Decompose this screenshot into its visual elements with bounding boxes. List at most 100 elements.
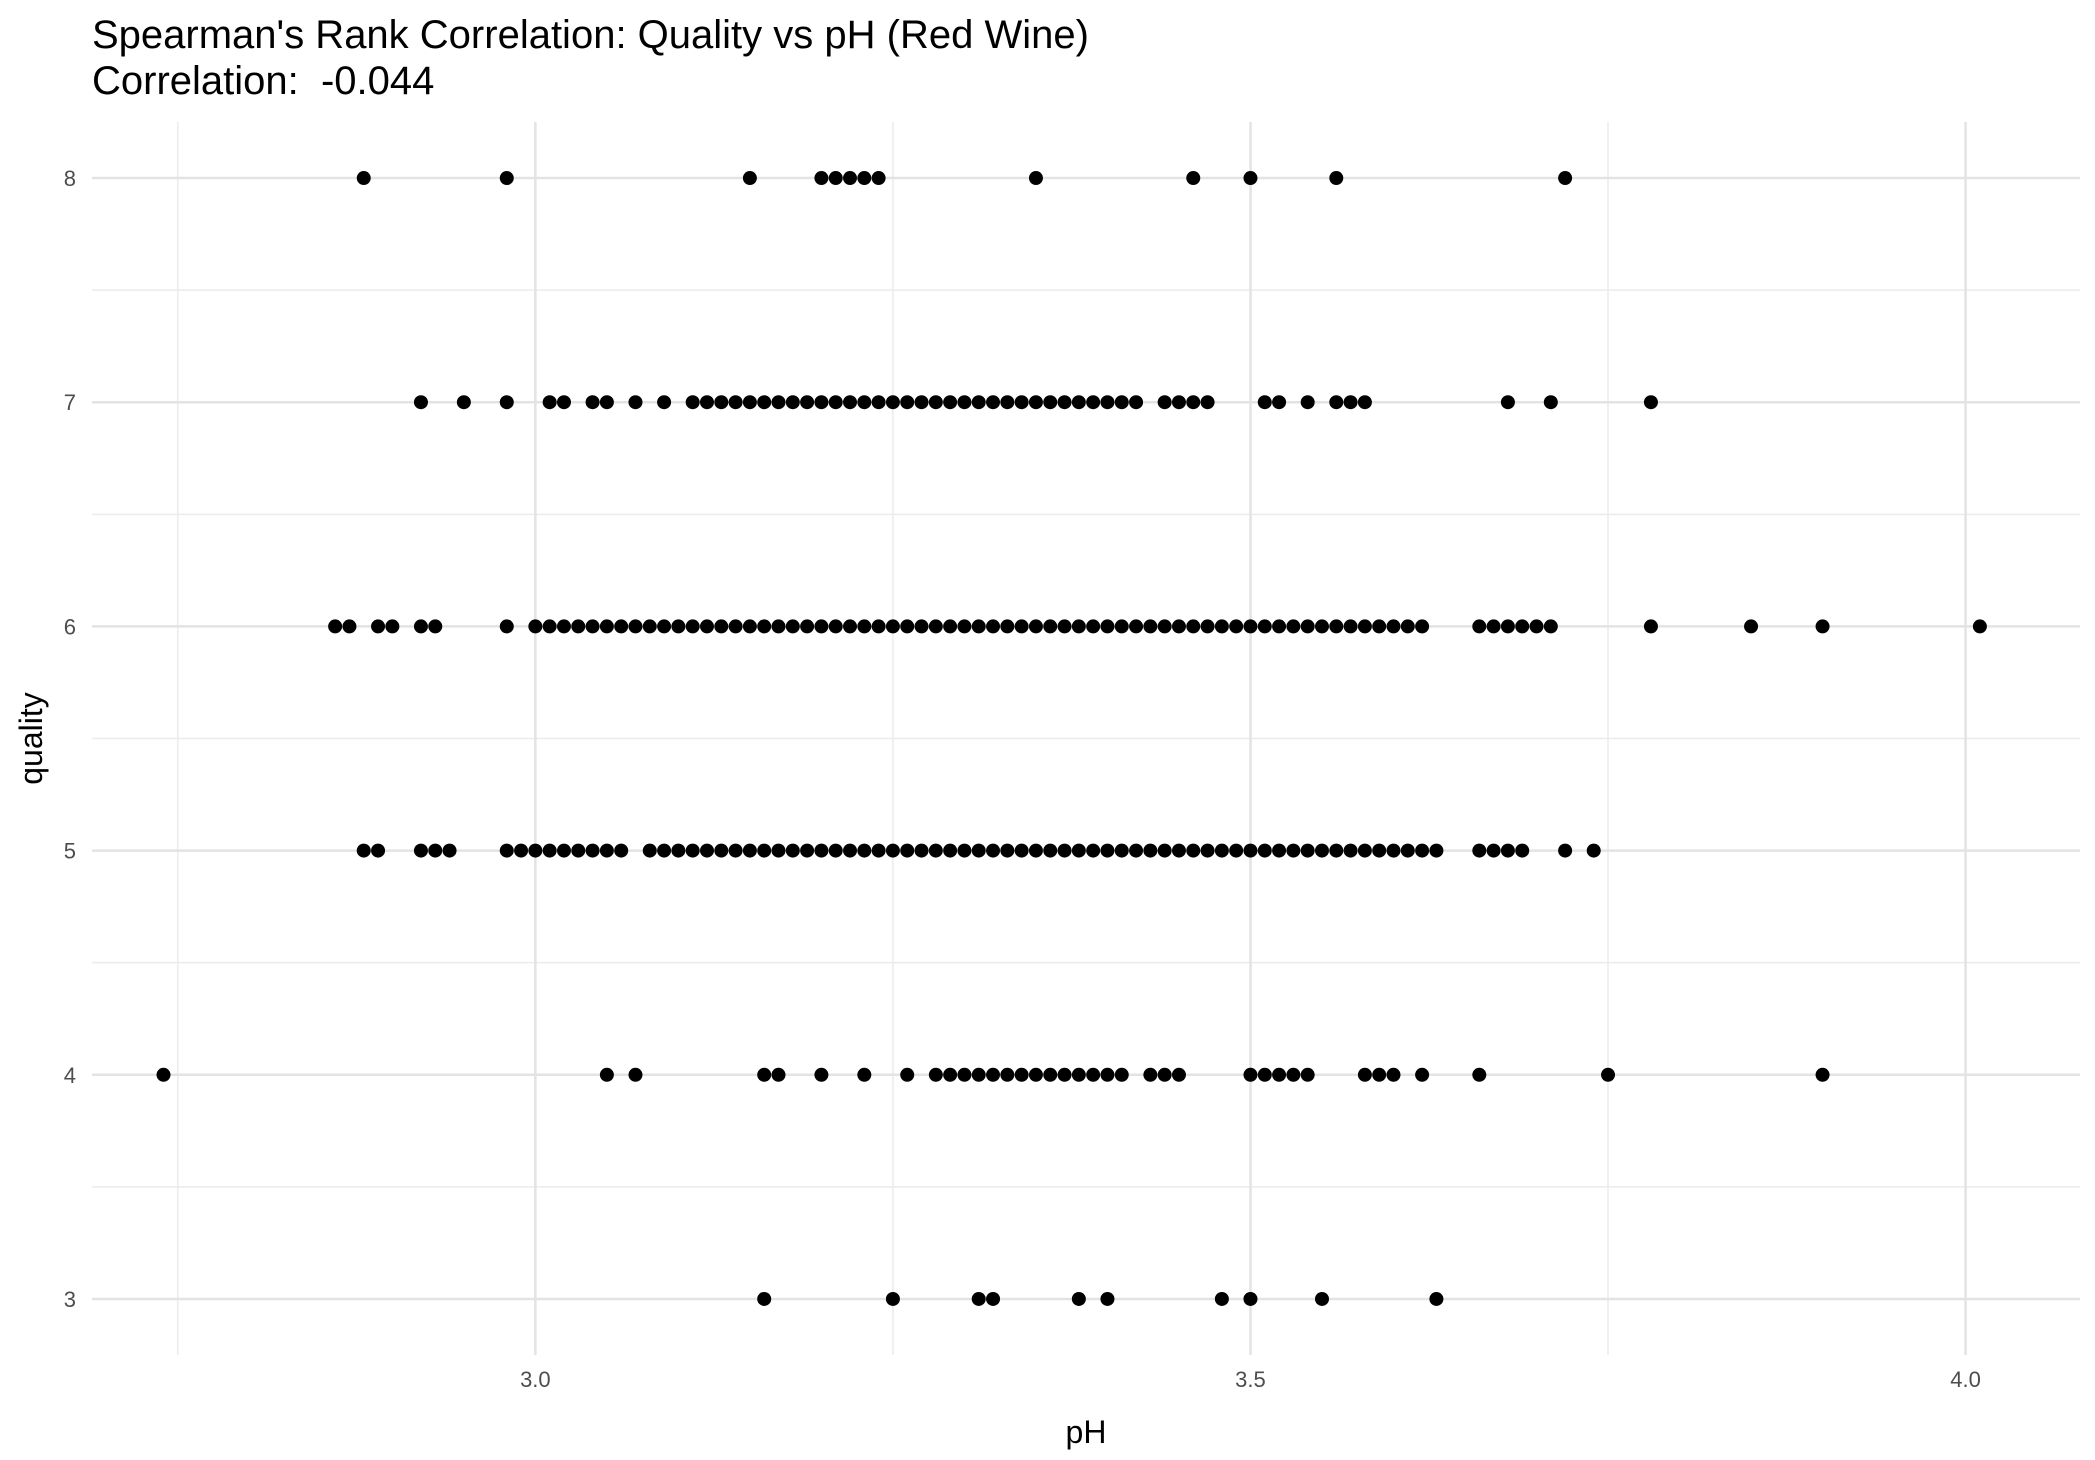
data-point bbox=[499, 395, 514, 410]
data-point bbox=[1057, 619, 1072, 634]
data-point bbox=[1043, 395, 1058, 410]
y-tick-label: 4 bbox=[64, 1063, 76, 1088]
data-point bbox=[628, 1067, 643, 1082]
data-point bbox=[1357, 1067, 1372, 1082]
data-point bbox=[900, 395, 915, 410]
data-point bbox=[943, 1067, 958, 1082]
data-point bbox=[1357, 395, 1372, 410]
data-point bbox=[1543, 619, 1558, 634]
minor-gridlines bbox=[92, 122, 2080, 1355]
data-point bbox=[1157, 619, 1172, 634]
data-point bbox=[1257, 1067, 1272, 1082]
data-point bbox=[900, 619, 915, 634]
data-point bbox=[1257, 843, 1272, 858]
data-point bbox=[1157, 395, 1172, 410]
data-point bbox=[1372, 843, 1387, 858]
data-point bbox=[971, 1067, 986, 1082]
data-point bbox=[499, 171, 514, 186]
data-point bbox=[1314, 843, 1329, 858]
data-point bbox=[900, 843, 915, 858]
data-point bbox=[771, 843, 786, 858]
y-tick-label: 8 bbox=[64, 166, 76, 191]
data-point bbox=[1086, 395, 1101, 410]
data-point bbox=[1229, 619, 1244, 634]
data-point bbox=[599, 1067, 614, 1082]
data-point bbox=[1229, 843, 1244, 858]
data-point bbox=[657, 395, 672, 410]
data-point bbox=[957, 1067, 972, 1082]
data-point bbox=[1343, 843, 1358, 858]
data-point bbox=[857, 843, 872, 858]
data-point bbox=[1272, 843, 1287, 858]
y-tick-label: 5 bbox=[64, 839, 76, 864]
data-point bbox=[928, 843, 943, 858]
data-point bbox=[986, 619, 1001, 634]
data-point bbox=[1243, 1291, 1258, 1306]
data-point bbox=[671, 619, 686, 634]
y-tick-label: 6 bbox=[64, 614, 76, 639]
data-point bbox=[699, 843, 714, 858]
data-point bbox=[871, 395, 886, 410]
data-point bbox=[1186, 395, 1201, 410]
data-point bbox=[1028, 395, 1043, 410]
data-point bbox=[1329, 619, 1344, 634]
data-point bbox=[1372, 1067, 1387, 1082]
data-point bbox=[800, 619, 815, 634]
y-tick-label: 7 bbox=[64, 390, 76, 415]
data-point bbox=[1643, 395, 1658, 410]
data-point bbox=[1400, 619, 1415, 634]
data-point bbox=[785, 843, 800, 858]
data-point bbox=[1114, 395, 1129, 410]
data-point bbox=[742, 395, 757, 410]
data-point bbox=[871, 619, 886, 634]
data-point bbox=[1028, 171, 1043, 186]
data-point bbox=[685, 619, 700, 634]
data-point bbox=[1100, 1291, 1115, 1306]
data-point bbox=[385, 619, 400, 634]
data-point bbox=[599, 619, 614, 634]
data-point bbox=[814, 843, 829, 858]
data-point bbox=[742, 619, 757, 634]
data-point bbox=[1200, 619, 1215, 634]
data-point bbox=[757, 1291, 772, 1306]
data-point bbox=[1071, 1067, 1086, 1082]
data-point bbox=[943, 619, 958, 634]
data-point bbox=[1157, 843, 1172, 858]
data-point bbox=[371, 619, 386, 634]
data-point bbox=[1028, 843, 1043, 858]
data-point bbox=[1329, 395, 1344, 410]
data-point bbox=[1057, 843, 1072, 858]
data-point bbox=[828, 171, 843, 186]
data-point bbox=[757, 1067, 772, 1082]
data-point bbox=[1171, 619, 1186, 634]
data-point bbox=[1415, 843, 1430, 858]
data-point bbox=[1186, 171, 1201, 186]
data-point bbox=[514, 843, 529, 858]
data-point bbox=[1143, 619, 1158, 634]
data-point bbox=[1171, 843, 1186, 858]
data-point bbox=[914, 395, 929, 410]
data-point bbox=[1429, 1291, 1444, 1306]
data-point bbox=[599, 395, 614, 410]
data-point bbox=[1028, 619, 1043, 634]
data-point bbox=[1357, 619, 1372, 634]
data-point bbox=[1000, 843, 1015, 858]
data-point bbox=[1343, 619, 1358, 634]
data-point bbox=[1186, 843, 1201, 858]
data-point bbox=[728, 395, 743, 410]
data-point bbox=[986, 395, 1001, 410]
data-point bbox=[657, 619, 672, 634]
chart-title-block: Spearman's Rank Correlation: Quality vs … bbox=[92, 12, 1089, 104]
data-point bbox=[1000, 1067, 1015, 1082]
data-point bbox=[1486, 843, 1501, 858]
data-point bbox=[1601, 1067, 1616, 1082]
data-point bbox=[885, 843, 900, 858]
data-point bbox=[1143, 843, 1158, 858]
data-point bbox=[1500, 395, 1515, 410]
data-point bbox=[1286, 843, 1301, 858]
data-point bbox=[1200, 395, 1215, 410]
data-point bbox=[556, 395, 571, 410]
data-point bbox=[1129, 619, 1144, 634]
data-point bbox=[1300, 619, 1315, 634]
